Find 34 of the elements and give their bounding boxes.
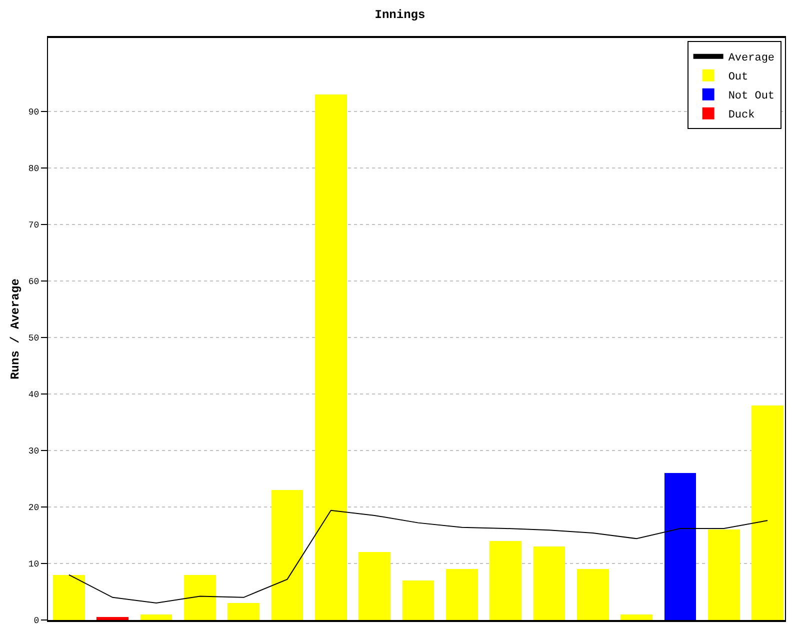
y-axis-title: Runs / Average xyxy=(8,278,23,380)
legend-label: Average xyxy=(728,52,775,65)
y-tick-label: 20 xyxy=(28,503,40,514)
bar xyxy=(576,569,609,620)
y-tick-label: 80 xyxy=(28,164,40,174)
y-tick-label: 40 xyxy=(28,390,40,400)
bar xyxy=(664,473,696,620)
bar xyxy=(533,546,566,620)
legend-label: Out xyxy=(728,72,748,84)
bar xyxy=(140,614,172,620)
bar xyxy=(708,530,740,620)
bar xyxy=(314,94,347,620)
bar xyxy=(402,580,434,620)
y-tick-label: 30 xyxy=(28,446,40,457)
bar xyxy=(752,405,784,620)
legend-label: Not Out xyxy=(728,90,775,103)
line-series xyxy=(68,510,768,604)
y-tick-label: 0 xyxy=(34,616,40,626)
bar xyxy=(184,574,216,620)
y-tick-label: 90 xyxy=(28,108,40,118)
bar xyxy=(490,540,522,620)
bar xyxy=(358,552,391,620)
bar xyxy=(228,603,260,620)
legend-label: Duck xyxy=(728,110,756,122)
y-tick-label: 50 xyxy=(28,334,40,344)
bar xyxy=(620,614,652,620)
bar xyxy=(446,569,478,620)
y-tick-label: 70 xyxy=(28,220,40,231)
chart-title: Innings xyxy=(374,8,426,22)
bar xyxy=(96,617,129,620)
y-tick-label: 10 xyxy=(28,560,40,570)
bar xyxy=(53,574,85,620)
y-tick-label: 60 xyxy=(28,277,40,288)
bar xyxy=(271,490,304,620)
